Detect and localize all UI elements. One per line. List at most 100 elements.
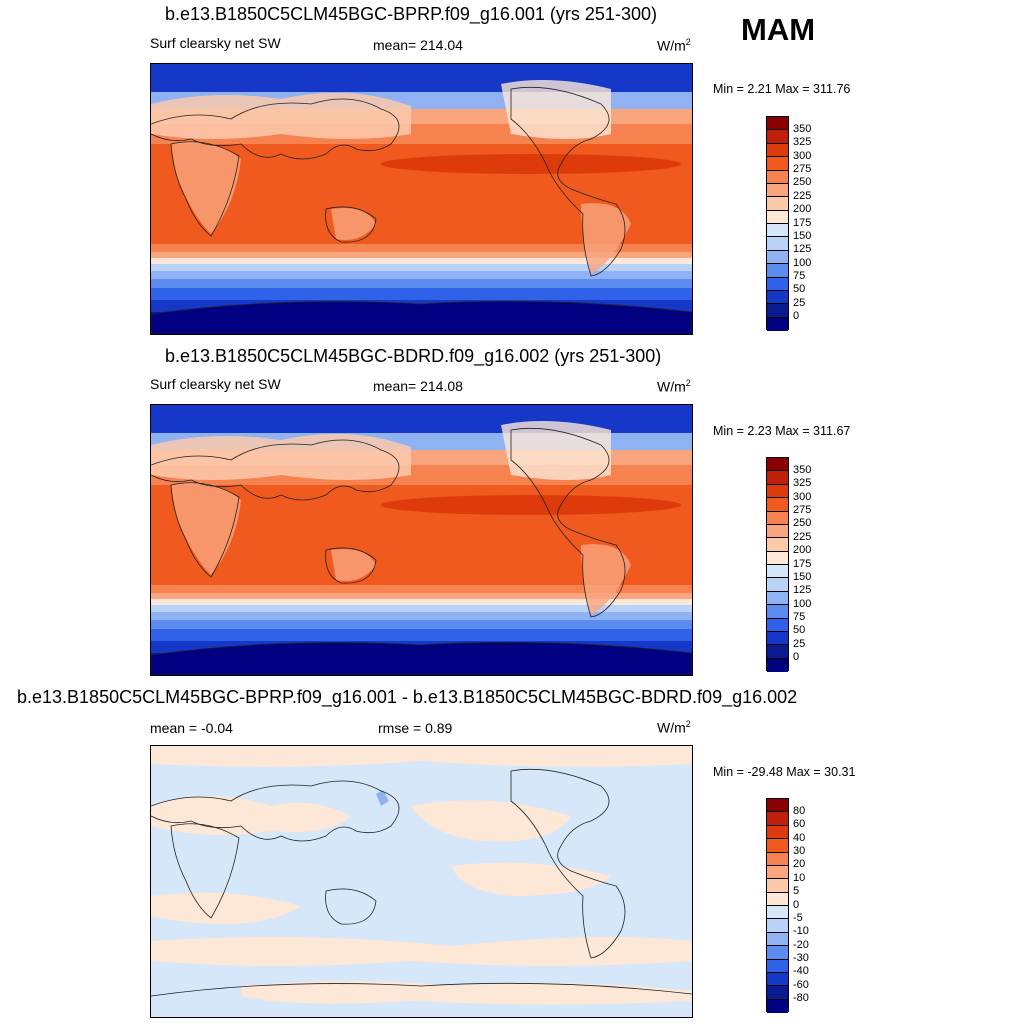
- panel1-minmax: Min = 2.21 Max = 311.76: [713, 82, 851, 96]
- colorbar-swatch: [767, 471, 788, 485]
- colorbar-swatch: [767, 498, 788, 512]
- colorbar-label: 175: [793, 557, 812, 570]
- colorbar-swatch: [767, 210, 788, 224]
- panel2-variable-label: Surf clearsky net SW: [150, 376, 281, 392]
- panel3-minmax: Min = -29.48 Max = 30.31: [713, 765, 856, 779]
- colorbar-label: 100: [793, 597, 812, 610]
- colorbar-swatch: [767, 839, 788, 853]
- colorbar-label: 0: [793, 310, 800, 323]
- panel1-units: W/m2: [657, 37, 691, 54]
- colorbar-label: 275: [793, 504, 812, 516]
- colorbar-swatch: [767, 591, 788, 606]
- colorbar-label: -80: [793, 992, 809, 1005]
- colorbar-swatch: [767, 458, 788, 472]
- colorbar-swatch: [767, 999, 788, 1013]
- colorbar-label: 225: [793, 189, 812, 202]
- colorbar-swatch: [767, 565, 788, 579]
- colorbar-swatch: [767, 157, 788, 171]
- colorbar-swatch: [767, 605, 788, 619]
- colorbar-label: 325: [793, 477, 812, 490]
- panel3-rmse-label: rmse = 0.89: [378, 720, 453, 736]
- colorbar-swatch: [767, 277, 788, 291]
- colorbar-swatch: [767, 631, 788, 646]
- colorbar-swatch: [767, 865, 788, 880]
- colorbar-label: 0: [793, 898, 800, 911]
- colorbar-label: -60: [793, 978, 809, 991]
- colorbar-label: 75: [793, 611, 806, 623]
- colorbar-label: 10: [793, 871, 806, 884]
- colorbar-label: 175: [793, 216, 812, 229]
- colorbar-label: -40: [793, 965, 809, 978]
- colorbar-swatch: [767, 304, 788, 318]
- colorbar-label: 25: [793, 296, 806, 309]
- colorbar-swatch: [767, 538, 788, 552]
- colorbar-swatch: [767, 919, 788, 933]
- colorbar-swatch: [767, 932, 788, 947]
- colorbar-swatch: [767, 484, 788, 499]
- colorbar-swatch: [767, 117, 788, 131]
- colorbar-swatch: [767, 879, 788, 893]
- colorbar-swatch: [767, 959, 788, 973]
- colorbar-swatch: [767, 511, 788, 525]
- colorbar-swatch: [767, 290, 788, 305]
- colorbar-swatch: [767, 317, 788, 331]
- colorbar-label: 250: [793, 517, 812, 530]
- colorbar-swatch: [767, 250, 788, 265]
- colorbar-label: 125: [793, 243, 812, 256]
- colorbar-label: 300: [793, 490, 812, 503]
- colorbar-label: 250: [793, 176, 812, 189]
- panel3-mean-label: mean = -0.04: [150, 720, 233, 736]
- colorbar-label: 30: [793, 845, 806, 857]
- panel2-colorbar: [766, 457, 789, 672]
- colorbar-swatch: [767, 578, 788, 592]
- colorbar-label: 60: [793, 818, 806, 831]
- colorbar-label: 300: [793, 149, 812, 162]
- colorbar-label: 200: [793, 203, 812, 216]
- colorbar-swatch: [767, 524, 788, 539]
- colorbar-swatch: [767, 224, 788, 238]
- panel3-colorbar: [766, 798, 789, 1013]
- colorbar-swatch: [767, 551, 788, 565]
- colorbar-swatch: [767, 946, 788, 960]
- colorbar-swatch: [767, 986, 788, 1000]
- panel2-map: [150, 404, 693, 676]
- panel2-minmax: Min = 2.23 Max = 311.67: [713, 424, 851, 438]
- colorbar-swatch: [767, 972, 788, 987]
- season-label: MAM: [741, 12, 816, 47]
- colorbar-label: -30: [793, 952, 809, 964]
- colorbar-label: 275: [793, 163, 812, 175]
- colorbar-label: 350: [793, 463, 812, 476]
- panel3-units: W/m2: [657, 719, 691, 736]
- colorbar-swatch: [767, 645, 788, 659]
- colorbar-swatch: [767, 892, 788, 906]
- panel1-title: b.e13.B1850C5CLM45BGC-BPRP.f09_g16.001 (…: [165, 4, 657, 24]
- colorbar-label: 5: [793, 885, 800, 898]
- colorbar-swatch: [767, 906, 788, 920]
- colorbar-label: 225: [793, 530, 812, 543]
- colorbar-swatch: [767, 618, 788, 632]
- colorbar-swatch: [767, 183, 788, 198]
- colorbar-swatch: [767, 237, 788, 251]
- colorbar-label: 150: [793, 570, 812, 583]
- colorbar-label: -10: [793, 925, 809, 938]
- colorbar-swatch: [767, 658, 788, 672]
- colorbar-swatch: [767, 825, 788, 840]
- colorbar-swatch: [767, 170, 788, 184]
- colorbar-label: 20: [793, 858, 806, 871]
- colorbar-label: 100: [793, 256, 812, 269]
- colorbar-label: 150: [793, 229, 812, 242]
- colorbar-label: 325: [793, 136, 812, 149]
- colorbar-label: 350: [793, 122, 812, 135]
- colorbar-label: 50: [793, 624, 806, 637]
- colorbar-swatch: [767, 799, 788, 813]
- colorbar-swatch: [767, 130, 788, 144]
- colorbar-swatch: [767, 143, 788, 158]
- panel1-colorbar: [766, 116, 789, 331]
- colorbar-label: 75: [793, 270, 806, 282]
- panel2-title: b.e13.B1850C5CLM45BGC-BDRD.f09_g16.002 (…: [165, 346, 662, 366]
- colorbar-swatch: [767, 852, 788, 866]
- panel1-map: [150, 63, 693, 335]
- colorbar-label: 40: [793, 831, 806, 844]
- colorbar-label: 125: [793, 584, 812, 597]
- colorbar-label: 25: [793, 637, 806, 650]
